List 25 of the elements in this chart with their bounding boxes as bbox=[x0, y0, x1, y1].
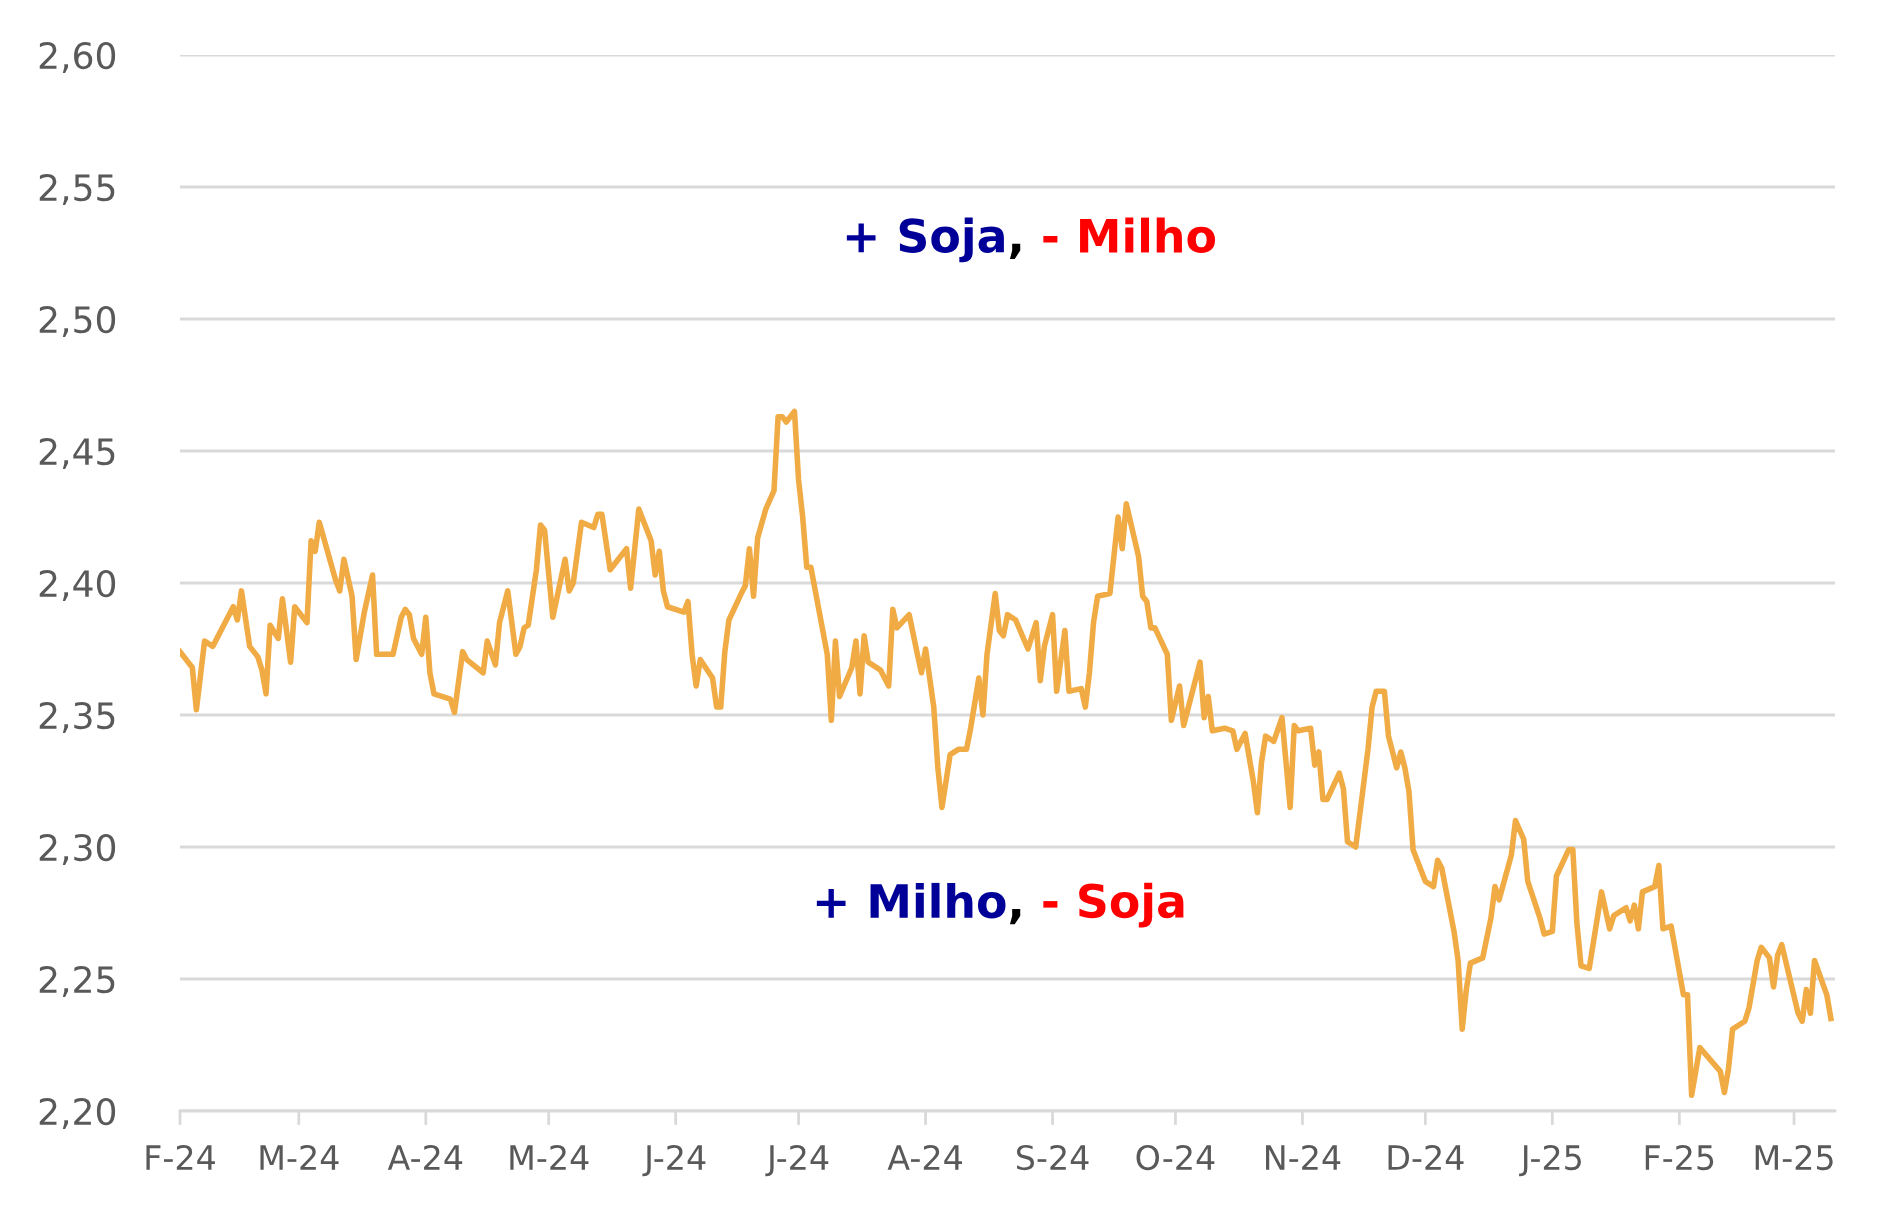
x-tick-label: O-24 bbox=[1136, 1144, 1215, 1171]
annotation: + Soja, - Milho bbox=[846, 217, 1216, 263]
y-tick-label: 2,20 bbox=[39, 1097, 116, 1129]
x-tick-label: D-24 bbox=[1388, 1144, 1464, 1170]
x-tick-label: J-24 bbox=[765, 1144, 829, 1177]
x-tick-label: M-24 bbox=[260, 1144, 339, 1170]
x-tick-label: M-24 bbox=[510, 1144, 589, 1170]
x-tick-label: J-24 bbox=[642, 1144, 706, 1177]
x-tick-label: J-25 bbox=[1519, 1144, 1581, 1177]
x-tick-label: M-25 bbox=[1755, 1144, 1833, 1171]
y-tick-label: 2,25 bbox=[39, 965, 115, 997]
x-tick-label: F-25 bbox=[1645, 1144, 1714, 1171]
y-tick-label: 2,35 bbox=[39, 701, 115, 733]
x-tick-label: F-24 bbox=[146, 1144, 215, 1170]
x-tick-label: N-24 bbox=[1266, 1144, 1341, 1170]
y-tick-label: 2,40 bbox=[39, 569, 116, 601]
x-tick-label: A-24 bbox=[887, 1144, 962, 1170]
x-tick-label: A-24 bbox=[387, 1144, 463, 1170]
y-tick-label: 2,60 bbox=[39, 41, 116, 73]
x-tick-label: S-24 bbox=[1016, 1144, 1089, 1171]
y-tick-label: 2,30 bbox=[39, 833, 116, 865]
y-tick-label: 2,45 bbox=[39, 437, 115, 469]
y-tick-label: 2,50 bbox=[39, 305, 116, 337]
y-tick-label: 2,55 bbox=[39, 173, 115, 205]
annotation: + Milho, - Soja bbox=[816, 882, 1184, 928]
